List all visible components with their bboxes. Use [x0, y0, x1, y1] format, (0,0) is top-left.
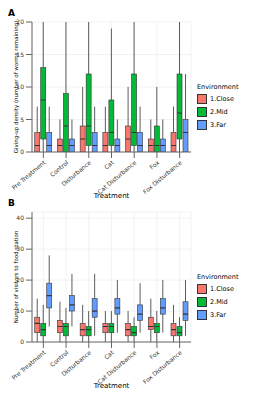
- html-text:2.Mid: 2.Mid: [210, 298, 228, 306]
- svg-text:Treatment: Treatment: [93, 192, 130, 198]
- svg-text:Fox: Fox: [148, 158, 161, 170]
- svg-text:Treatment: Treatment: [93, 382, 130, 388]
- svg-text:Pre Treatment: Pre Treatment: [10, 348, 47, 381]
- html-text:Environment: Environment: [197, 83, 239, 91]
- svg-text:20: 20: [16, 18, 24, 26]
- svg-text:Giving-up density (number of w: Giving-up density (number of worms remai…: [13, 21, 20, 154]
- svg-text:Control: Control: [48, 158, 69, 178]
- html-text:3.Far: 3.Far: [210, 121, 226, 129]
- svg-text:Disturbance: Disturbance: [60, 158, 93, 187]
- svg-text:Cat: Cat: [103, 348, 116, 360]
- html-text:2.Mid: 2.Mid: [210, 108, 228, 116]
- html-text:3.Far: 3.Far: [210, 311, 226, 319]
- svg-text:30: 30: [16, 245, 24, 253]
- svg-text:0: 0: [20, 148, 24, 155]
- svg-text:Fox Disturbance: Fox Disturbance: [141, 348, 183, 385]
- svg-text:20: 20: [16, 276, 24, 284]
- html-text:1.Close: 1.Close: [210, 285, 234, 293]
- svg-text:Number of visitors to food sta: Number of visitors to food station: [13, 230, 19, 323]
- html-text:Environment: Environment: [197, 273, 239, 281]
- svg-text:Cat Disturbance: Cat Disturbance: [96, 348, 138, 385]
- svg-text:Fox Disturbance: Fox Disturbance: [141, 158, 183, 195]
- svg-text:Cat: Cat: [103, 158, 116, 170]
- svg-text:Pre Treatment: Pre Treatment: [10, 158, 47, 191]
- svg-text:15: 15: [16, 50, 24, 58]
- svg-text:40: 40: [16, 214, 24, 221]
- html-text:1.Close: 1.Close: [210, 95, 234, 103]
- svg-text:5: 5: [20, 116, 24, 123]
- html-text:B: B: [8, 198, 15, 208]
- svg-text:Disturbance: Disturbance: [60, 348, 93, 377]
- html-text:A: A: [8, 8, 15, 18]
- svg-text:Control: Control: [48, 348, 69, 368]
- svg-text:10: 10: [16, 83, 24, 91]
- svg-text:Fox: Fox: [148, 348, 161, 360]
- svg-text:10: 10: [16, 307, 24, 315]
- svg-text:Cat Disturbance: Cat Disturbance: [96, 158, 138, 195]
- svg-text:0: 0: [20, 338, 24, 345]
